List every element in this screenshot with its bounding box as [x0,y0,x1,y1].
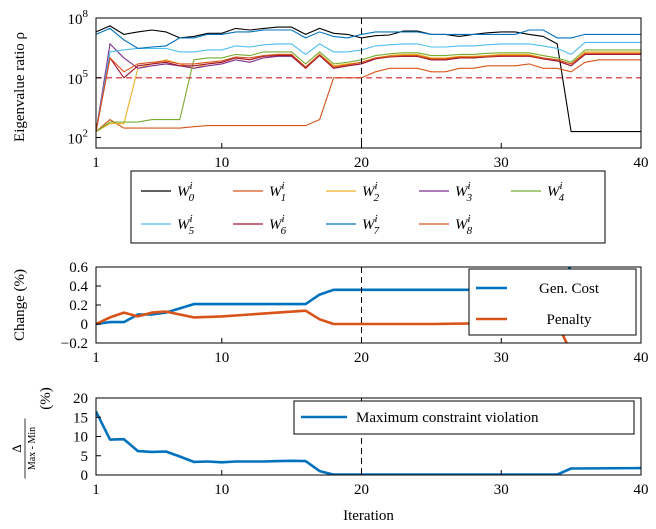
series-line-w6 [96,53,641,132]
series-line-w0 [96,25,641,133]
x-tick-label: 1 [92,155,100,171]
y-tick-label: 102 [68,128,89,148]
x-tick-label: 30 [494,350,509,366]
legend: Gen. Cost Penalty [468,268,637,336]
constraint-violation-panel: 0 5 10 15 20 1 10 20 30 40 Δ Max - Min (%) Iteration M… [9,387,649,524]
x-axis-label: Iteration [343,508,394,524]
change-panel: −0.2 0 0.2 0.4 0.6 1 10 20 30 40 Change (%) Gen. Co… [12,260,649,366]
y-tick-label: 10 [73,430,88,446]
legend-label: Gen. Cost [539,281,600,297]
x-tick-label: 10 [214,155,229,171]
series-line-w1 [96,59,641,133]
legend-label-w8: Wi 8 [455,213,473,237]
y-tick-label: 0.2 [69,298,88,314]
y-tick-label: 108 [68,8,89,28]
legend-label-w6: Wi 6 [269,213,287,237]
y-axis-label-unit: (%) [38,387,54,410]
legend-label-w4: Wi 4 [547,180,565,204]
y-axis-label-denominator: Max - Min [27,427,38,470]
x-tick-label: 40 [634,155,649,171]
y-tick-label: 0 [81,317,89,333]
y-axis-label: Eigenvalue ratio ρ [12,32,28,142]
series-line-w8 [96,52,641,132]
x-tick-label: 20 [354,350,369,366]
x-tick-label: 40 [634,482,649,498]
series-line-w5 [96,41,641,132]
legend: Wi 0 Wi 1 Wi 2 Wi 3 Wi 4 Wi 5 Wi 6 Wi 7 Wi 8 [130,170,606,244]
x-tick-label: 1 [92,350,100,366]
legend-label: Maximum constraint violation [356,410,539,426]
x-tick-label: 10 [214,482,229,498]
y-axis-label: Change (%) [12,269,28,341]
x-tick-label: 30 [494,155,509,171]
x-tick-label: 10 [214,350,229,366]
series-line-w4 [96,49,641,133]
plot-frame [95,17,642,149]
legend-box [468,268,637,336]
y-tick-label: −0.2 [61,336,88,352]
y-tick-label: 20 [73,391,88,407]
y-tick-label: 0 [81,468,89,484]
y-tick-label: 0.6 [69,260,88,276]
y-tick-label: 15 [73,410,88,426]
series-group [96,18,641,148]
legend-label-w3: Wi 3 [455,180,473,204]
legend-label-w7: Wi 7 [362,213,380,237]
legend-label-w2: Wi 2 [362,180,380,204]
legend-label: Penalty [547,312,592,328]
y-axis-label-numerator: Δ [9,444,24,452]
series-line-w7 [96,27,641,49]
y-tick-label: 5 [81,449,89,465]
y-tick-label: 0.4 [69,279,88,295]
x-tick-label: 20 [354,155,369,171]
x-tick-label: 1 [92,482,100,498]
x-tick-label: 20 [354,482,369,498]
x-tick-label: 40 [634,350,649,366]
legend-box [130,170,606,244]
y-tick-label: 105 [68,68,89,88]
x-tick-label: 30 [494,482,509,498]
legend-label-w1: Wi 1 [269,180,286,204]
legend-label-w0: Wi 0 [177,180,195,204]
legend: Maximum constraint violation [293,400,635,435]
legend-label-w5: Wi 5 [177,213,195,237]
y-axis-label: Δ Max - Min (%) [9,387,54,479]
legend-box [293,400,635,435]
